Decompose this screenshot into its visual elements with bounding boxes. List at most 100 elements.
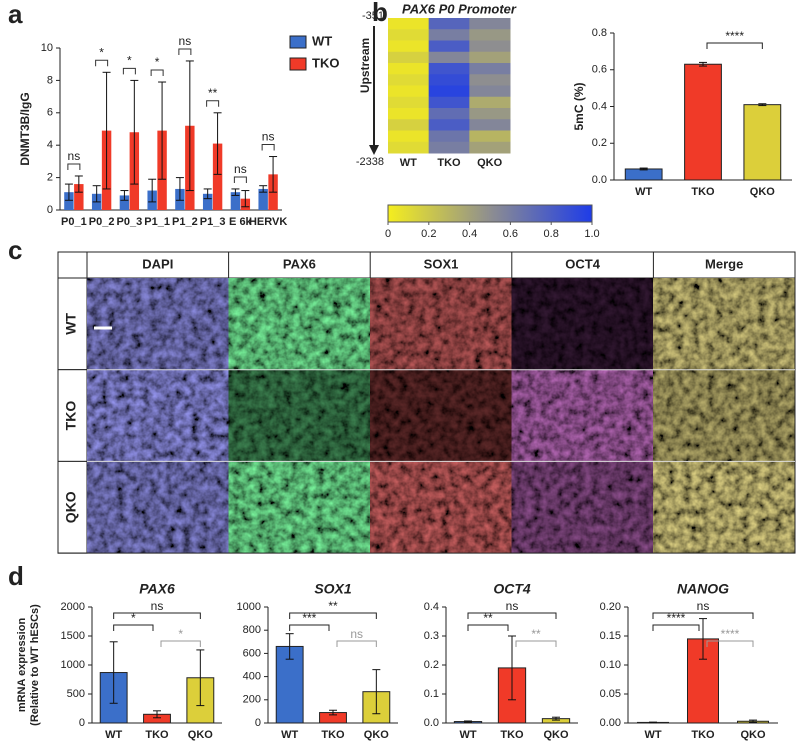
colorbar-tick-label: 0.8 [544,228,559,240]
y-tick-label: 2000 [61,601,85,613]
x-tick-label: WT [635,186,652,198]
error-bar [203,188,212,200]
heatmap-cell [428,130,470,143]
y-tick-label: 0.2 [424,659,439,671]
x-tick-label: HERVK [249,216,287,228]
colorbar-tick-label: 0.6 [503,228,518,240]
column-header: Merge [705,256,743,271]
sig-label: *** [302,611,316,625]
sig-label: ns [350,627,363,641]
micrograph-signal [653,278,795,370]
x-tick-label: WT [459,729,476,741]
sig-label: ** [208,86,218,100]
heatmap-cell [469,108,511,120]
heatmap-cell [428,40,470,53]
bar [212,143,223,210]
panel-label: d [8,561,24,591]
error-bar [185,60,194,192]
heatmap-cell [428,141,470,154]
error-bar [464,720,472,723]
y-tick-label: 0.05 [600,688,621,700]
sig-bracket [289,612,377,619]
sig-label: * [178,627,183,641]
sig-bracket [178,48,192,55]
x-tick-label: P0_1 [61,216,87,228]
sig-label: **** [721,627,740,641]
y-axis-label: (Relative to WT hESCs) [29,604,41,726]
heatmap-cell [469,141,511,154]
row-header [57,460,88,554]
column-header: DAPI [142,256,173,271]
heatmap-cell [469,74,511,86]
colorbar-tick-label: 0 [385,228,391,240]
sig-label: **** [667,611,686,625]
column-label: TKO [437,157,461,169]
colorbar [387,204,593,223]
sig-bracket [467,612,557,619]
column-header: OCT4 [565,256,600,271]
bar [624,168,663,181]
x-tick-label: TKO [691,186,715,198]
row-header-label: QKO [63,491,79,523]
error-bar [329,709,337,716]
sig-label: * [99,45,104,59]
y-tick-label: 200 [243,694,261,706]
grid-border [57,251,796,554]
error-bar [259,185,268,193]
y-tick-label: 0 [79,717,85,729]
heatmap-cell [469,130,511,143]
bar [230,192,241,210]
sig-bracket [289,624,330,631]
x-tick-label: P0_2 [89,216,115,228]
bar [74,184,84,210]
sig-label: ns [506,599,519,613]
error-bar [153,710,161,719]
panel-label: c [8,235,22,265]
y-tick-label: 400 [243,671,261,683]
y-tick-label: 2 [47,172,53,184]
micrograph-signal [87,278,229,370]
x-tick-label: TKO [321,729,345,741]
heatmap-cell [388,96,430,109]
y-tick-label: 0.4 [424,601,439,613]
sig-label: ns [262,130,275,144]
y-tick-label: 1500 [61,630,85,642]
y-tick-label: 0.0 [424,717,439,729]
sig-bracket [113,612,201,619]
y-tick-label: 0.0 [592,174,607,186]
error-bar [231,188,240,196]
error-bar [175,177,184,201]
y-tick-label: 8 [47,74,53,86]
error-bar [92,185,101,203]
heatmap-cell [388,141,430,154]
heatmap-cell [469,29,511,41]
sig-bracket [261,144,275,151]
legend-label: WT [312,33,332,48]
colorbar-tick-label: 0.2 [421,228,436,240]
heatmap-cell [388,85,430,98]
sig-bracket [706,42,763,49]
y-tick-label: 4 [47,139,53,151]
chart-title: PAX6 P0 Promoter [402,1,517,16]
sig-bracket [652,612,754,619]
error-bar [64,183,73,201]
sig-bracket [336,640,377,647]
sig-label: **** [725,29,744,43]
micrograph-signal [228,278,371,370]
sig-bracket [150,69,164,77]
error-bar [649,721,657,724]
sig-label: ns [68,149,81,163]
heatmap-cell [388,51,430,64]
sig-bracket [706,640,754,647]
micrograph-signal [511,369,654,462]
heatmap-cell [388,40,430,53]
column-label: WT [400,157,417,169]
row-header-label: WT [63,313,79,335]
heatmap-cell [428,51,470,64]
heatmap-cell [388,18,430,30]
heatmap-cell [388,108,430,120]
y-axis-label: DNMT3B/IgG [18,92,32,165]
sig-bracket [206,100,220,107]
y-tick-label: 1000 [61,659,85,671]
y-tick-label: 1000 [237,601,261,613]
